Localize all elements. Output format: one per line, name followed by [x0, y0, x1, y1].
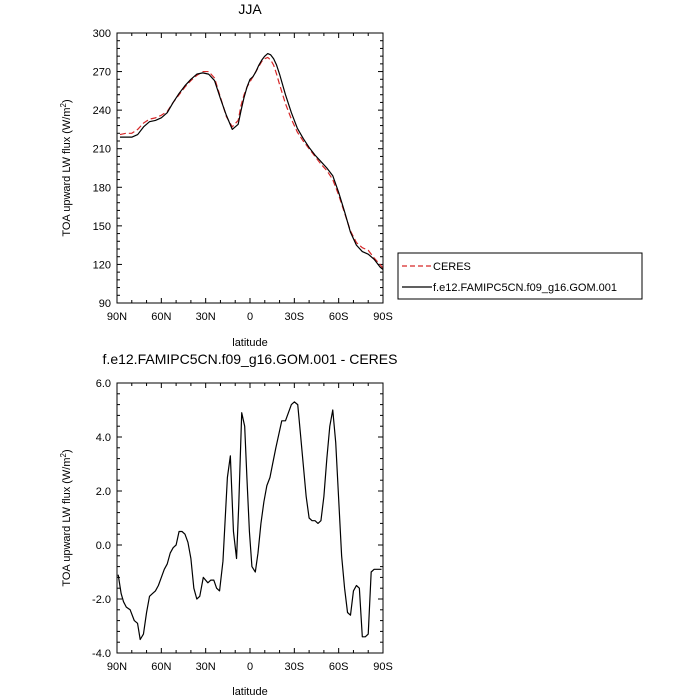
- bottom-y-tick-label: 4.0: [96, 432, 111, 444]
- bottom-y-axis-title-main: TOA upward LW flux (W/m: [61, 457, 73, 586]
- top-plot-frame: [116, 32, 384, 304]
- top-x-tick-label: 30S: [285, 311, 305, 323]
- top-y-axis-title: TOA upward LW flux (W/m2): [59, 99, 73, 236]
- bottom-x-tick-label: 0: [247, 661, 253, 673]
- top-y-tick-label: 180: [93, 182, 111, 194]
- bottom-y-tick-label: -4.0: [92, 648, 111, 660]
- top-x-tick-label: 90S: [373, 311, 393, 323]
- top-y-tick-label: 150: [93, 221, 111, 233]
- top-y-tick-label: 240: [93, 105, 111, 117]
- legend-label-model: f.e12.FAMIPC5CN.f09_g16.GOM.001: [433, 282, 617, 294]
- top-y-tick-label: 270: [93, 67, 111, 79]
- bottom-x-tick-label: 90S: [373, 661, 393, 673]
- bottom-plot-area: 90N 60N 30N 0 30S 60S 90S -4.0 -2.0 0.0 2.0 4.0 6.0: [92, 378, 393, 673]
- top-chart-title: JJA: [238, 1, 262, 17]
- legend: CERES f.e12.FAMIPC5CN.f09_g16.GOM.001: [397, 252, 643, 300]
- top-y-tick-label: 300: [93, 28, 111, 40]
- bottom-y-axis-title: TOA upward LW flux (W/m2): [59, 449, 73, 586]
- top-x-tick-label: 90N: [107, 311, 127, 323]
- top-x-tick-label: 60N: [151, 311, 171, 323]
- top-y-tick-label: 90: [99, 298, 111, 310]
- bottom-y-tick-label: 2.0: [96, 486, 111, 498]
- bottom-series-line-0: [117, 401, 382, 641]
- top-series-line-0: [119, 56, 384, 269]
- bottom-plot-frame: [116, 382, 384, 654]
- bottom-y-tick-label: 0.0: [96, 540, 111, 552]
- top-x-tick-label: 30N: [196, 311, 216, 323]
- bottom-x-tick-label: 60N: [151, 661, 171, 673]
- top-chart-panel: JJA 90N 60N 30N 0 30S 60S 90S 90 120 150 180 210 240…: [59, 1, 393, 349]
- bottom-x-tick-label: 30S: [285, 661, 305, 673]
- top-plot-area: 90N 60N 30N 0 30S 60S 90S 90 120 150 180 210 240 270 3…: [93, 28, 393, 323]
- bottom-x-tick-label: 90N: [107, 661, 127, 673]
- bottom-x-tick-label: 60S: [329, 661, 349, 673]
- bottom-y-tick-label: 6.0: [96, 378, 111, 390]
- bottom-y-tick-label: -2.0: [92, 594, 111, 606]
- top-y-axis-title-sup: 2: [59, 102, 68, 107]
- top-x-tick-label: 60S: [329, 311, 349, 323]
- legend-label-ceres: CERES: [433, 261, 471, 273]
- top-y-tick-label: 210: [93, 144, 111, 156]
- bottom-y-axis-title-end: ): [61, 449, 73, 453]
- top-x-tick-label: 0: [247, 311, 253, 323]
- bottom-x-axis-title: latitude: [232, 686, 267, 698]
- top-x-axis-title: latitude: [232, 337, 267, 349]
- top-y-axis-title-main: TOA upward LW flux (W/m: [61, 107, 73, 236]
- bottom-x-tick-label: 30N: [196, 661, 216, 673]
- bottom-chart-title: f.e12.FAMIPC5CN.f09_g16.GOM.001 - CERES: [103, 351, 398, 367]
- top-y-axis-title-end: ): [61, 99, 73, 103]
- top-y-tick-label: 120: [93, 259, 111, 271]
- top-series-line-1: [119, 52, 384, 271]
- legend-box: [397, 252, 643, 300]
- bottom-chart-panel: f.e12.FAMIPC5CN.f09_g16.GOM.001 - CERES …: [59, 351, 397, 698]
- bottom-y-axis-title-sup: 2: [59, 452, 68, 457]
